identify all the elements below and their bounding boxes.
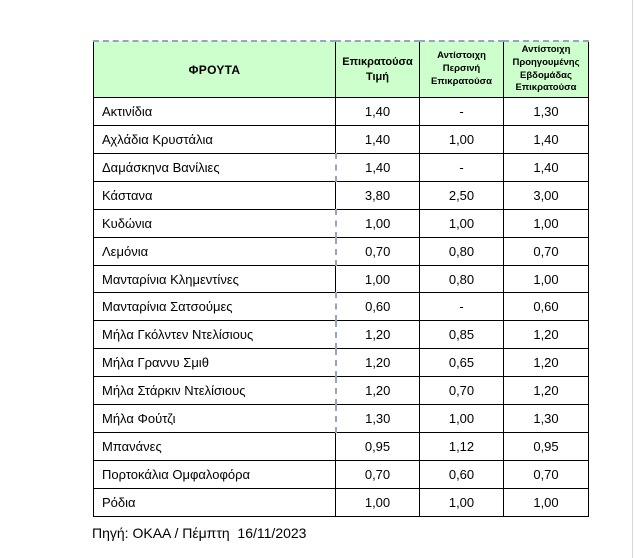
- table-row: Δαμάσκηνα Βανίλιες 1,40-1,40: [93, 153, 589, 182]
- table-row: Μπανάνες 0,95 1,12 0,95: [93, 432, 589, 461]
- price-cell: 1,00: [533, 494, 559, 510]
- price-cell: 3,00: [533, 187, 559, 203]
- price-cell: 0,70: [335, 460, 420, 489]
- fruit-name-cell: Πορτοκάλια Ομφαλοφόρα: [93, 460, 336, 489]
- fruit-name-cell: Μανταρίνια Σατσούμες: [93, 292, 337, 321]
- price-cell: 0,65: [419, 348, 504, 377]
- price-cell: 1,00: [335, 209, 420, 238]
- price-cell: 1,20: [335, 320, 420, 349]
- price-cell: 1,00: [533, 271, 559, 287]
- column-header: Αντίστοιχη Προηγουμένης Εβδομάδας Επικρα…: [503, 41, 589, 98]
- price-cell: 0,70: [335, 237, 420, 266]
- fruit-name-cell: Μπανάνες: [93, 432, 336, 461]
- table-row: Κάστανα 3,80 2,50 3,00: [93, 181, 589, 210]
- price-cell: 0,70: [533, 243, 559, 259]
- price-cell: -: [419, 153, 504, 182]
- price-cell: 0,70: [533, 466, 559, 482]
- fruit-name-cell: Ρόδια: [93, 488, 336, 517]
- price-cell: 1,00: [419, 404, 504, 433]
- price-cell: 1,40: [533, 159, 559, 175]
- price-cell: 1,40: [533, 132, 559, 148]
- price-cell: 1,20: [533, 355, 559, 371]
- fruit-name-cell: Μήλα Φούτζι: [93, 404, 337, 433]
- table-row: Μήλα Στάρκιν Ντελίσιους 1,20 0,70 1,20: [93, 376, 589, 405]
- price-cell: 1,20: [335, 376, 420, 405]
- price-cell: 1,12: [419, 432, 504, 461]
- fruit-name-cell: Αχλάδια Κρυστάλια: [93, 125, 336, 154]
- window-edge-line: [632, 0, 633, 558]
- price-cell: -: [419, 292, 504, 321]
- price-cell: 1,30: [533, 104, 559, 120]
- column-header: Επικρατούσα Τιμή: [335, 41, 420, 98]
- price-cell: 1,00: [335, 265, 420, 293]
- column-header: Αντίστοιχη Περσινή Επικρατούσα: [419, 41, 504, 98]
- table-row: Κυδώνια 1,00 1,00 1,00: [93, 209, 589, 238]
- price-cell: 1,00: [335, 488, 420, 517]
- price-cell: 1,40: [335, 153, 420, 182]
- price-cell: 0,85: [419, 320, 504, 349]
- table-row: Μανταρίνια Σατσούμες 0,60-0,60: [93, 292, 589, 321]
- column-header: ΦΡΟΥΤΑ: [93, 41, 336, 98]
- fruit-name-cell: Κάστανα: [93, 181, 336, 210]
- fruit-name-cell: Μήλα Στάρκιν Ντελίσιους: [93, 376, 337, 405]
- price-cell: 1,20: [335, 348, 420, 377]
- price-cell: 1,30: [335, 404, 420, 433]
- fruit-name-cell: Ακτινίδια: [93, 97, 336, 126]
- price-cell: 0,95: [533, 438, 559, 454]
- price-cell: 1,00: [419, 209, 504, 238]
- price-cell: 0,95: [335, 432, 420, 461]
- price-cell: 1,20: [533, 383, 559, 399]
- fruit-name-cell: Δαμάσκηνα Βανίλιες: [93, 153, 337, 182]
- table-row: Ακτινίδια 1,40- 1,30: [93, 97, 589, 126]
- price-cell: 0,80: [419, 265, 504, 293]
- table-row: Μήλα Φούτζι 1,30 1,00 1,30: [93, 404, 589, 433]
- price-cell: 1,00: [533, 215, 559, 231]
- price-cell: 1,30: [533, 410, 559, 426]
- fruit-name-cell: Κυδώνια: [93, 209, 337, 238]
- table-row: Μήλα Γκόλντεν Ντελίσιους 1,20 0,85 1,20: [93, 320, 589, 349]
- table-row: Μήλα Γραννυ Σμιθ 1,20 0,65 1,20: [93, 348, 589, 377]
- table-header: ΦΡΟΥΤΑ Επικρατούσα Τιμή Αντίστοιχη Περσινή…: [93, 41, 589, 98]
- price-cell: -: [419, 97, 504, 126]
- price-cell: 0,60: [533, 299, 559, 315]
- price-cell: 0,60: [419, 460, 504, 489]
- price-cell: 3,80: [335, 181, 420, 210]
- price-cell: 1,20: [533, 327, 559, 343]
- table-row: Μανταρίνια Κλημεντίνες 1,00 0,80 1,00: [93, 265, 589, 293]
- price-cell: 1,00: [419, 488, 504, 517]
- table-row: Αχλάδια Κρυστάλια 1,40 1,00 1,40: [93, 125, 589, 154]
- price-cell: 0,60: [335, 292, 420, 321]
- fruit-name-cell: Μανταρίνια Κλημεντίνες: [93, 265, 336, 293]
- price-cell: 1,40: [335, 97, 420, 126]
- fruit-name-cell: Λεμόνια: [93, 237, 337, 266]
- price-cell: 2,50: [419, 181, 504, 210]
- table-row: Λεμόνια 0,70 0,80 0,70: [93, 237, 589, 266]
- price-cell: 1,00: [419, 125, 504, 154]
- price-cell: 0,70: [419, 376, 504, 405]
- fruit-name-cell: Μήλα Γκόλντεν Ντελίσιους: [93, 320, 337, 349]
- fruit-name-cell: Μήλα Γραννυ Σμιθ: [93, 348, 337, 377]
- table-body: Ακτινίδια 1,40-1,30 Αχλάδια Κρυστάλια 1,40 1…: [93, 97, 589, 517]
- header-row: ΦΡΟΥΤΑ Επικρατούσα Τιμή Αντίστοιχη Περσινή…: [93, 41, 589, 98]
- source-note: Πηγή: ΟΚΑΑ / Πέμπτη 16/11/2023: [92, 525, 307, 541]
- table-row: Πορτοκάλια Ομφαλοφόρα 0,70 0,60 0,70: [93, 460, 589, 489]
- fruit-price-table: ΦΡΟΥΤΑ Επικρατούσα Τιμή Αντίστοιχη Περσινή…: [93, 40, 589, 517]
- price-cell: 1,40: [335, 125, 420, 154]
- table-row: Ρόδια 1,00 1,00 1,00: [93, 488, 589, 517]
- price-cell: 0,80: [419, 237, 504, 266]
